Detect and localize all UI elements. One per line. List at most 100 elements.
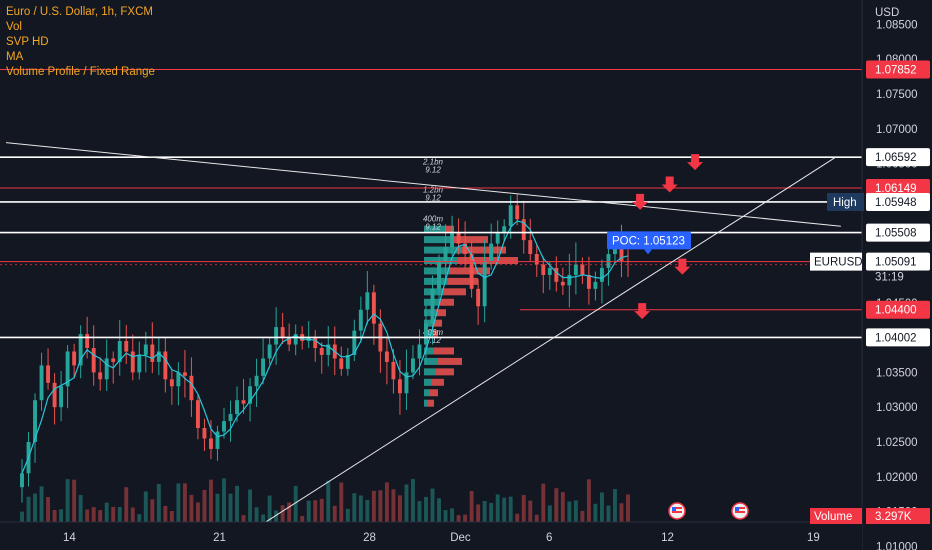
- volume-bar-84: [567, 501, 572, 522]
- volume-bar-56: [384, 482, 389, 522]
- poc-tag: POC: 1.05123: [612, 235, 685, 247]
- candle-31: [222, 407, 226, 439]
- candle-body: [72, 351, 77, 366]
- candle-7: [65, 345, 70, 409]
- candle-30: [215, 425, 220, 461]
- candle-body: [397, 379, 402, 394]
- profile-value-2: 9.12: [425, 223, 441, 232]
- candle-body: [469, 254, 474, 289]
- volume-bar-9: [78, 495, 83, 522]
- volume-bar-22: [163, 505, 168, 522]
- candle-body: [463, 243, 468, 255]
- volume-bar-43: [300, 515, 305, 522]
- flag-stripe: [672, 507, 682, 509]
- legend-ma[interactable]: MA: [6, 51, 24, 63]
- volume-bar-85: [573, 500, 578, 522]
- candle-34: [241, 379, 246, 414]
- candle-body: [202, 428, 207, 439]
- candle-body: [143, 344, 148, 355]
- price-tick-12: 1.02000: [876, 472, 918, 484]
- price-tick-2: 1.07500: [876, 89, 918, 101]
- volume-bar-7: [65, 479, 70, 522]
- time-axis: 14 21 28 Dec 6 12 19: [0, 521, 862, 550]
- price-tag-bg-5: [866, 252, 930, 271]
- candle-body: [261, 358, 266, 376]
- candle-17: [130, 334, 135, 381]
- candle-71: [482, 239, 487, 323]
- profile-up-15: [424, 389, 430, 397]
- volume-bar-47: [326, 480, 331, 522]
- down-arrow-0: [687, 154, 704, 171]
- price-tag-1: 1.06592: [875, 152, 917, 164]
- time-tick-6: 19: [807, 532, 820, 544]
- candle-0: [20, 459, 24, 503]
- profile-down-10: [432, 330, 438, 338]
- legend-svp[interactable]: SVP HD: [6, 36, 49, 48]
- candle-body: [456, 233, 461, 244]
- price-tag-bg-3: [866, 192, 930, 211]
- volume-bar-51: [352, 493, 357, 522]
- candle-body: [365, 292, 370, 310]
- profile-label-2: 400m: [423, 215, 443, 224]
- volume-bar-17: [130, 507, 135, 522]
- candle-body: [52, 382, 57, 408]
- candle-78: [528, 218, 533, 262]
- volume-bar-74: [502, 497, 507, 522]
- volume-bar-82: [554, 488, 559, 522]
- volume-bar-6: [59, 509, 64, 522]
- volume-bar-77: [521, 494, 526, 522]
- countdown: 31:19: [875, 272, 904, 284]
- candle-body: [560, 281, 565, 286]
- legend-title[interactable]: Euro / U.S. Dollar, 1h, FXCM: [6, 6, 153, 18]
- price-tag-bg-4: [866, 223, 930, 242]
- candle-body: [554, 267, 559, 282]
- candle-60: [411, 345, 415, 380]
- candle-body: [489, 243, 494, 261]
- candle-19: [143, 331, 148, 373]
- price-tag-bg-0: [866, 60, 930, 79]
- legend-vol[interactable]: Vol: [6, 21, 22, 33]
- volume-bar-52: [358, 495, 363, 522]
- volume-bar-81: [547, 505, 552, 522]
- price-tick-14: 1.01000: [876, 541, 918, 550]
- volume-bar-21: [156, 484, 161, 522]
- time-tick-2: 28: [363, 532, 376, 544]
- candle-body: [163, 351, 168, 380]
- candle-45: [313, 330, 318, 362]
- candle-88: [593, 271, 598, 301]
- profile-up-9: [424, 319, 434, 327]
- volume-bar-91: [613, 489, 617, 522]
- candle-body: [319, 348, 324, 355]
- volume-bar-14: [111, 506, 116, 522]
- volume-bar-4: [46, 497, 51, 522]
- candle-37: [261, 338, 266, 385]
- price-tag-0: 1.07852: [875, 64, 917, 76]
- volume-bar-31: [222, 478, 226, 522]
- volume-bar-25: [182, 483, 187, 522]
- candle-body: [59, 386, 64, 408]
- candle-body: [228, 414, 233, 422]
- candle-85: [573, 242, 578, 295]
- profile-value-1: 9.12: [425, 193, 441, 202]
- legend-vpfr[interactable]: Volume Profile / Fixed Range: [6, 66, 155, 78]
- price-tag-3: 1.05948: [875, 197, 917, 209]
- time-axis-bg: [0, 522, 862, 550]
- profile-up-3: [424, 257, 458, 264]
- volume-bar-58: [397, 495, 402, 522]
- candle-26: [189, 357, 194, 417]
- volume-bar-86: [580, 510, 585, 522]
- candle-body: [443, 247, 448, 261]
- candle-69: [469, 241, 474, 298]
- symbol-tag-bg: [810, 252, 862, 271]
- price-tag-bg-1: [866, 148, 930, 167]
- candle-body: [547, 267, 552, 275]
- candle-body: [222, 421, 226, 432]
- down-arrow-4: [634, 303, 651, 320]
- candle-53: [365, 270, 370, 325]
- candle-body: [274, 327, 279, 345]
- volume-bar-5: [52, 509, 57, 522]
- volume-bar-70: [476, 504, 481, 522]
- candle-body: [39, 365, 44, 401]
- candle-body: [450, 233, 455, 248]
